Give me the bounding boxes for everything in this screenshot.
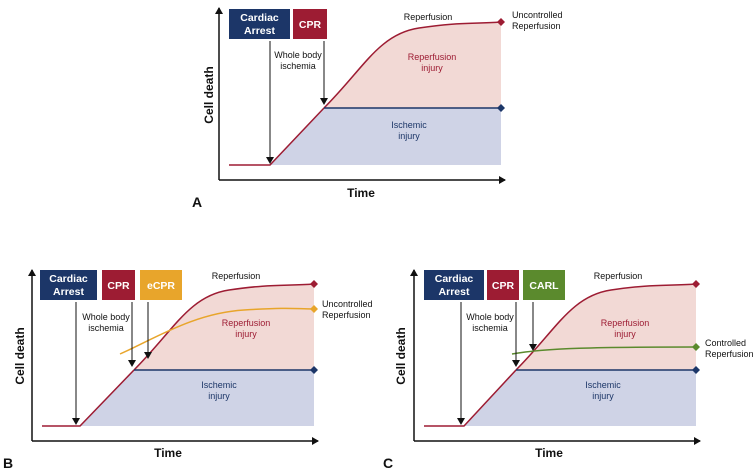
- y-axis-title: Cell death: [13, 327, 27, 384]
- ischemic-end-marker: [497, 104, 505, 112]
- ischemic-injury-area: [464, 370, 696, 426]
- ischemic-injury-label: Ischemic: [391, 120, 427, 130]
- ischemic-end-marker: [692, 366, 700, 374]
- event-box: [424, 270, 484, 300]
- ischemic-injury-label: injury: [398, 131, 420, 141]
- reperfusion-label: Reperfusion: [594, 271, 643, 281]
- reperfusion-injury-label: Reperfusion: [222, 318, 271, 328]
- y-axis-title: Cell death: [394, 327, 408, 384]
- event-box-label: Arrest: [244, 25, 275, 37]
- outcome-label: Reperfusion: [512, 21, 561, 31]
- y-axis-title: Cell death: [202, 66, 216, 123]
- outcome-label: Reperfusion: [322, 310, 371, 320]
- event-box-label: Cardiac: [435, 273, 474, 285]
- cell-death-ramp: [424, 369, 517, 427]
- therapy-curve: [511, 346, 697, 355]
- ischemic-injury-label: Ischemic: [585, 380, 621, 390]
- event-box-label: Arrest: [439, 286, 470, 298]
- event-box: [487, 270, 519, 300]
- reperfusion-injury-label: injury: [235, 329, 257, 339]
- ischemic-injury-label: Ischemic: [201, 380, 237, 390]
- x-axis-title: Time: [347, 186, 375, 200]
- event-box-label: CARL: [529, 280, 559, 292]
- ischemia-label: Whole body: [466, 312, 514, 322]
- reperfusion-end-marker: [497, 18, 505, 26]
- panel-letter: A: [192, 194, 202, 210]
- reperfusion-injury-label: Reperfusion: [601, 318, 650, 328]
- event-box: [229, 9, 290, 39]
- event-box: [140, 270, 182, 300]
- reperfusion-curve: [323, 21, 502, 109]
- event-box-label: CPR: [299, 19, 322, 31]
- event-box-label: Cardiac: [49, 273, 88, 285]
- event-box-label: Cardiac: [240, 12, 279, 24]
- reperfusion-injury-label: injury: [421, 63, 443, 73]
- event-box-label: CPR: [107, 280, 130, 292]
- ischemia-label: ischemia: [88, 323, 124, 333]
- event-box-label: CPR: [492, 280, 515, 292]
- outcome-label: Reperfusion: [705, 349, 754, 359]
- x-axis-title: Time: [535, 446, 563, 460]
- outcome-label: Controlled: [705, 338, 746, 348]
- ischemic-injury-label: injury: [208, 391, 230, 401]
- reperfusion-end-marker: [310, 280, 318, 288]
- ischemia-label: ischemia: [280, 61, 316, 71]
- cell-death-ramp: [42, 369, 135, 427]
- ischemic-injury-label: injury: [592, 391, 614, 401]
- reperfusion-injury-area: [134, 284, 314, 370]
- event-box: [293, 9, 327, 39]
- reperfusion-injury-label: Reperfusion: [408, 52, 457, 62]
- panel-letter: C: [383, 455, 393, 471]
- reperfusion-curve: [515, 283, 697, 371]
- ischemia-label: ischemia: [472, 323, 508, 333]
- reperfusion-injury-label: injury: [614, 329, 636, 339]
- reperfusion-end-marker: [692, 280, 700, 288]
- outcome-label: Uncontrolled: [322, 299, 373, 309]
- panel-letter: B: [3, 455, 13, 471]
- ischemic-injury-area: [270, 108, 501, 165]
- event-box: [102, 270, 135, 300]
- ischemic-injury-area: [80, 370, 314, 426]
- outcome-label: Uncontrolled: [512, 10, 563, 20]
- reperfusion-label: Reperfusion: [212, 271, 261, 281]
- ischemic-end-marker: [310, 366, 318, 374]
- reperfusion-injury-area: [324, 22, 501, 108]
- ischemia-label: Whole body: [82, 312, 130, 322]
- cell-death-ramp: [229, 107, 325, 166]
- therapy-end-marker: [310, 305, 318, 313]
- reperfusion-label: Reperfusion: [404, 12, 453, 22]
- x-axis-title: Time: [154, 446, 182, 460]
- event-box: [40, 270, 97, 300]
- therapy-end-marker: [692, 343, 700, 351]
- ischemia-label: Whole body: [274, 50, 322, 60]
- event-box-label: Arrest: [53, 286, 84, 298]
- reperfusion-curve: [133, 283, 315, 371]
- event-box-label: eCPR: [147, 280, 175, 292]
- event-box: [523, 270, 565, 300]
